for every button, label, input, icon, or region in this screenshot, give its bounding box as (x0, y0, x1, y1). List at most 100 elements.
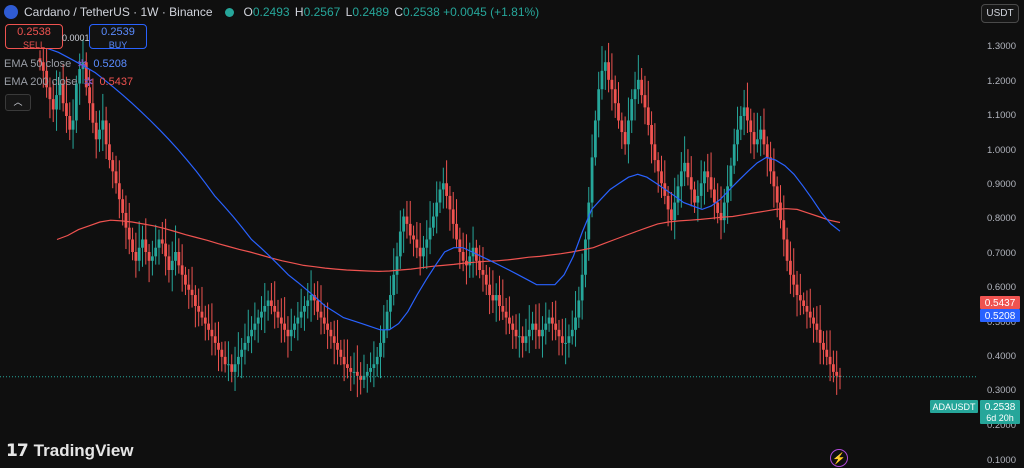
candle-body (772, 171, 776, 187)
candle-body (349, 368, 353, 372)
price-tick-label: 0.1000 (987, 455, 1016, 465)
candle-body (279, 317, 283, 324)
candle-body (210, 329, 214, 337)
price-tick-label: 0.8000 (987, 213, 1016, 224)
candle-body (362, 375, 366, 380)
candle-body (461, 251, 465, 261)
candle-body (736, 129, 739, 145)
candle-body (48, 87, 52, 100)
buy-price: 0.2539 (101, 26, 135, 38)
candle-body (508, 317, 511, 324)
candle-body (141, 239, 144, 248)
spread-value: 0.0001 (62, 33, 90, 43)
candle-body (676, 186, 680, 203)
candle-body (603, 62, 607, 71)
candle-body (293, 323, 296, 330)
price-tick-label: 1.1000 (987, 110, 1016, 121)
candle-body (147, 251, 151, 261)
candle-body (630, 99, 634, 121)
candle-body (769, 157, 772, 172)
candle-body (504, 311, 508, 318)
tradingview-logo[interactable]: 𝟭𝟳 TradingView (6, 441, 134, 461)
price-tick-label: 1.2000 (987, 76, 1016, 87)
lightning-icon[interactable]: ⚡ (830, 449, 848, 467)
candle-body (560, 336, 564, 343)
settings-icon[interactable]: ✲ (83, 75, 94, 89)
candle-body (600, 70, 604, 90)
price-tick-label: 1.3000 (987, 41, 1016, 52)
candle-body (623, 132, 627, 145)
candle-body (61, 83, 65, 104)
candle-body (726, 186, 730, 203)
candle-body (617, 103, 620, 121)
candle-body (428, 227, 432, 240)
candle-body (431, 216, 435, 228)
candle-body (263, 305, 267, 312)
candle-body (831, 364, 835, 372)
sell-button[interactable]: 0.2538 SELL (5, 24, 63, 50)
candle-body (385, 311, 389, 330)
ema50-line (39, 45, 841, 331)
candle-body (580, 274, 584, 301)
candle-body (260, 311, 263, 318)
candle-body (835, 371, 839, 376)
candle-body (550, 317, 554, 324)
chevron-up-icon[interactable]: ︿ (5, 94, 31, 111)
candle-body (689, 177, 693, 190)
candle-body (511, 323, 515, 330)
price-axis[interactable]: 1.3000 1.2000 1.1000 1.0000 0.9000 0.8000 0.70… (987, 41, 1016, 465)
candle-body (683, 162, 687, 172)
candle-body (157, 239, 161, 248)
candle-body (660, 171, 663, 184)
candle-body (220, 349, 224, 357)
candle-body (709, 177, 713, 190)
candle-body (746, 107, 749, 121)
svg-text:6d 20h: 6d 20h (986, 413, 1014, 423)
candle-body (197, 305, 201, 312)
candle-body (398, 231, 402, 257)
candle-body (187, 284, 191, 290)
settings-icon[interactable]: ✲ (77, 57, 88, 71)
candle-body (458, 239, 462, 252)
currency-selector[interactable]: USDT (981, 4, 1019, 23)
candle-body (101, 120, 105, 130)
tradingview-mark-icon: 𝟭𝟳 (6, 441, 29, 460)
candle-body (587, 202, 591, 240)
candle-body (177, 251, 181, 266)
price-tick-label: 1.0000 (987, 145, 1016, 156)
candle-body (755, 139, 759, 145)
symbol-title[interactable]: Cardano / TetherUS · 1W · Binance (24, 5, 213, 19)
candle-body (498, 295, 501, 306)
candle-body (706, 171, 710, 178)
candle-body (749, 120, 753, 133)
candle-body (41, 62, 45, 71)
candle-body (45, 70, 49, 88)
candle-body (154, 247, 158, 257)
candle-body (633, 89, 637, 100)
svg-text:0.5437: 0.5437 (985, 298, 1016, 309)
buy-button[interactable]: 0.2539 BUY (89, 24, 147, 50)
ema50-value: 0.5208 (93, 58, 127, 70)
candle-body (359, 375, 363, 380)
candle-body (468, 256, 472, 266)
candle-body (418, 247, 422, 257)
candle-body (114, 171, 118, 184)
candle-body (557, 329, 561, 337)
ema50-legend[interactable]: EMA 50 close ✲ 0.5208 (4, 57, 127, 71)
candle-body (455, 223, 458, 240)
candle-body (610, 79, 614, 90)
candle-body (273, 305, 277, 312)
candle-body (68, 116, 72, 130)
candle-body (779, 202, 782, 221)
candle-body (329, 329, 333, 337)
candle-body (193, 295, 197, 306)
ema200-legend[interactable]: EMA 200 close ✲ 0.5437 (4, 75, 133, 89)
candle-body (51, 99, 55, 110)
candle-body (286, 329, 290, 337)
candle-body (514, 329, 518, 337)
candle-body (653, 144, 657, 161)
candle-body (382, 329, 386, 343)
candle-body (256, 317, 260, 324)
candle-body (501, 305, 505, 312)
